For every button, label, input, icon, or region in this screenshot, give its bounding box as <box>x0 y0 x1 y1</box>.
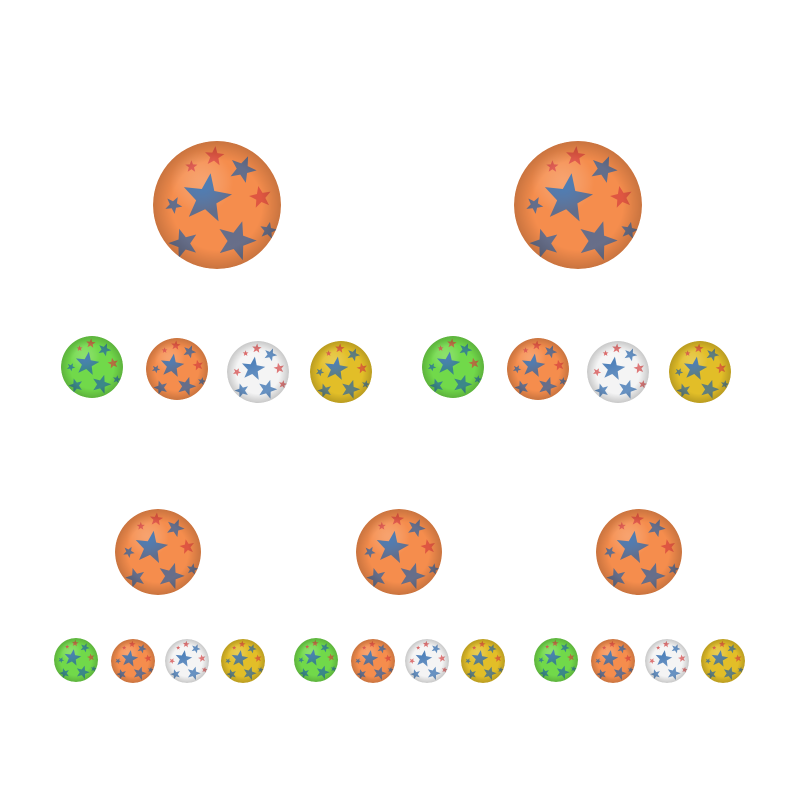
small-ball-green <box>534 638 578 682</box>
small-ball-orange <box>146 338 208 400</box>
small-ball-green <box>294 638 338 682</box>
large-ball <box>356 509 442 595</box>
small-ball-orange <box>591 639 635 683</box>
small-ball-orange <box>111 639 155 683</box>
small-ball-green <box>61 336 123 398</box>
large-ball <box>115 509 201 595</box>
small-ball-yellow <box>701 639 745 683</box>
small-ball-orange <box>507 338 569 400</box>
small-ball-white <box>227 341 289 403</box>
small-ball-yellow <box>461 639 505 683</box>
small-ball-green <box>422 336 484 398</box>
large-ball <box>514 141 642 269</box>
large-ball <box>153 141 281 269</box>
small-ball-green <box>54 638 98 682</box>
small-ball-white <box>645 639 689 683</box>
small-ball-white <box>405 639 449 683</box>
small-ball-white <box>165 639 209 683</box>
small-ball-orange <box>351 639 395 683</box>
small-ball-white <box>587 341 649 403</box>
large-ball <box>596 509 682 595</box>
small-ball-yellow <box>310 341 372 403</box>
small-ball-yellow <box>669 341 731 403</box>
small-ball-yellow <box>221 639 265 683</box>
